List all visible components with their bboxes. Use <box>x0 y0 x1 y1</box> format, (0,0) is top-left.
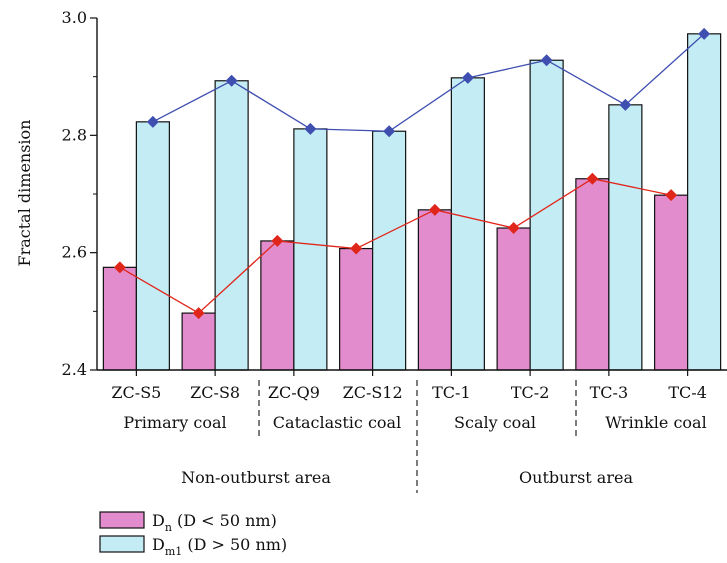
legend-label-dn: Dn (D < 50 nm) <box>152 511 277 534</box>
y-axis-label: Fractal dimension <box>15 120 34 267</box>
category-label: ZC-S12 <box>343 383 403 402</box>
bar-dn <box>181 312 216 371</box>
bars <box>102 33 722 371</box>
bar-dn <box>260 240 295 371</box>
bar-dn <box>575 178 610 371</box>
bar-dn <box>417 209 452 371</box>
category-label: ZC-S8 <box>190 383 240 402</box>
series-lines <box>119 33 705 314</box>
marker-dn <box>350 242 363 255</box>
marker-dm1 <box>540 54 553 67</box>
area-label: Non-outburst area <box>181 468 331 487</box>
bar-dn <box>496 227 531 371</box>
legend-swatch-dn <box>99 511 145 529</box>
marker-dm1 <box>304 122 317 135</box>
marker-dm1 <box>698 27 711 40</box>
marker-dm1 <box>619 98 632 111</box>
marker-dn <box>192 307 205 320</box>
bar-dm1 <box>293 128 328 371</box>
bar-dn <box>654 194 689 371</box>
area-labels: Non-outburst area Outburst area <box>181 468 633 487</box>
y-tick-label: 2.4 <box>62 360 87 379</box>
marker-dn <box>271 234 284 247</box>
marker-dn <box>428 203 441 216</box>
group-label: Scaly coal <box>454 413 536 432</box>
y-tick-label: 2.6 <box>62 243 87 262</box>
category-label: TC-3 <box>590 383 629 402</box>
bar-dm1 <box>608 104 643 371</box>
bar-dm1 <box>450 77 485 371</box>
marker-dm1 <box>225 74 238 87</box>
category-label: ZC-Q9 <box>268 383 320 402</box>
bar-dm1 <box>687 33 722 371</box>
marker-dn <box>586 172 599 185</box>
axes <box>96 18 727 376</box>
marker-dn <box>507 222 520 235</box>
group-labels: Primary coal Cataclastic coal Scaly coal Wr… <box>123 413 706 432</box>
series-markers <box>113 27 711 320</box>
bar-dm1 <box>372 130 407 371</box>
legend-swatch-dm1 <box>99 535 145 553</box>
group-label: Primary coal <box>123 413 226 432</box>
marker-dn <box>113 261 126 274</box>
line-dn <box>119 178 672 314</box>
category-label: TC-2 <box>511 383 550 402</box>
bar-dm1 <box>214 80 249 371</box>
marker-dn <box>665 189 678 202</box>
marker-dm1 <box>383 125 396 138</box>
y-axis-ticks: 2.4 2.6 2.8 3.0 <box>62 8 97 379</box>
group-label: Wrinkle coal <box>605 413 706 432</box>
legend-label-dm1: Dm1 (D > 50 nm) <box>152 535 287 558</box>
line-dm1 <box>152 33 705 132</box>
marker-dm1 <box>461 71 474 84</box>
group-separators <box>258 380 577 493</box>
legend: Dn (D < 50 nm)Dm1 (D > 50 nm) <box>99 511 287 558</box>
category-label: TC-1 <box>432 383 471 402</box>
bar-dn <box>339 247 374 371</box>
category-label: ZC-S5 <box>111 383 161 402</box>
bar-dn <box>102 266 137 371</box>
group-label: Cataclastic coal <box>273 413 401 432</box>
y-tick-label: 2.8 <box>62 125 87 144</box>
category-label: TC-4 <box>668 383 707 402</box>
bar-dm1 <box>135 121 170 371</box>
y-tick-label: 3.0 <box>62 8 87 27</box>
x-axis-labels: ZC-S5 ZC-S8 ZC-Q9 ZC-S12 TC-1 TC-2 TC-3 TC-4 <box>111 383 706 402</box>
area-label: Outburst area <box>519 468 633 487</box>
marker-dm1 <box>146 115 159 128</box>
